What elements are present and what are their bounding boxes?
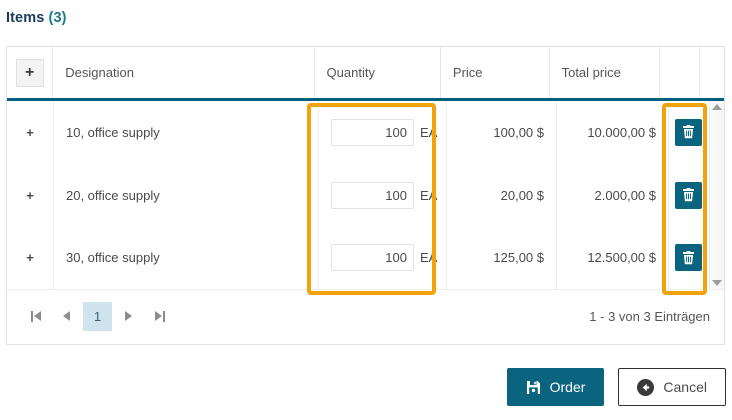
form-action-bar: Order Cancel [506, 368, 726, 406]
cancel-button[interactable]: Cancel [618, 368, 726, 406]
scroll-down-arrow-icon[interactable] [712, 280, 722, 286]
grid-rows-area: + 10, office supply EA 100,00 $ 10.000,0… [7, 101, 709, 290]
cancel-button-label: Cancel [663, 379, 707, 395]
last-page-icon [154, 310, 165, 322]
next-page-icon [125, 311, 132, 321]
row-price: 100,00 $ [447, 101, 557, 164]
quantity-field-group: EA [331, 244, 438, 272]
grid-header-designation[interactable]: Designation [53, 47, 315, 98]
grid-header-row: + Designation Quantity Price Total price [7, 47, 724, 101]
row-total-price: 10.000,00 $ [557, 101, 669, 164]
previous-page-button[interactable] [52, 302, 81, 331]
trash-icon [683, 188, 694, 202]
table-row[interactable]: + 20, office supply EA 20,00 $ 2.000,00 … [7, 163, 709, 227]
row-actions-cell [669, 226, 709, 289]
row-actions-cell [669, 164, 709, 227]
row-total-price: 2.000,00 $ [557, 163, 669, 227]
quantity-input[interactable] [331, 244, 414, 272]
previous-page-icon [63, 311, 70, 321]
grid-header-price[interactable]: Price [441, 47, 550, 98]
trash-icon [683, 125, 694, 139]
page-title-text: Items [6, 10, 45, 26]
next-page-button[interactable] [114, 302, 143, 331]
row-designation: 30, office supply [54, 226, 319, 290]
row-expand-toggle[interactable]: + [7, 101, 54, 164]
grid-header-actions [660, 47, 700, 98]
pagination-info: 1 - 3 von 3 Einträgen [589, 308, 710, 324]
grid-header-quantity[interactable]: Quantity [315, 47, 441, 98]
order-button[interactable]: Order [506, 368, 605, 406]
row-quantity-cell: EA [319, 101, 447, 164]
page-title-count: (3) [48, 10, 67, 26]
grid-header-scrollbar-spacer [700, 47, 724, 98]
first-page-icon [30, 310, 41, 322]
first-page-button[interactable] [21, 302, 50, 331]
row-designation: 20, office supply [54, 163, 319, 227]
grid-header-expand-cell: + [7, 47, 54, 98]
scroll-up-arrow-icon[interactable] [712, 104, 722, 110]
save-icon [526, 380, 540, 394]
delete-row-button[interactable] [675, 118, 702, 146]
quantity-unit-label: EA [420, 187, 438, 203]
last-page-button[interactable] [145, 302, 174, 331]
page-number-1[interactable]: 1 [83, 301, 112, 331]
grid-vertical-scrollbar[interactable] [709, 101, 724, 289]
quantity-input[interactable] [331, 181, 414, 209]
quantity-unit-label: EA [420, 250, 438, 266]
page-title: Items (3) [6, 10, 67, 26]
back-arrow-icon [637, 378, 655, 396]
quantity-input[interactable] [331, 118, 414, 146]
grid-header-total-price[interactable]: Total price [550, 47, 661, 98]
row-quantity-cell: EA [319, 163, 447, 227]
delete-row-button[interactable] [675, 181, 702, 209]
row-price: 20,00 $ [447, 163, 557, 227]
grid-footer: 1 1 - 3 von 3 Einträgen [7, 289, 724, 342]
expand-all-button[interactable]: + [15, 58, 44, 87]
row-quantity-cell: EA [319, 226, 447, 290]
grid-body: + 10, office supply EA 100,00 $ 10.000,0… [7, 101, 724, 290]
quantity-field-group: EA [331, 181, 438, 209]
delete-row-button[interactable] [675, 244, 702, 272]
quantity-unit-label: EA [420, 124, 438, 140]
quantity-field-group: EA [331, 118, 438, 146]
row-price: 125,00 $ [447, 226, 557, 290]
table-row[interactable]: + 30, office supply EA 125,00 $ 12.500,0… [7, 226, 709, 290]
pagination-control: 1 [21, 301, 174, 331]
row-expand-toggle[interactable]: + [7, 163, 54, 227]
row-designation: 10, office supply [54, 101, 319, 164]
row-actions-cell [669, 101, 709, 164]
trash-icon [683, 250, 694, 264]
order-button-label: Order [549, 379, 586, 395]
row-total-price: 12.500,00 $ [557, 226, 669, 290]
items-grid-panel: + Designation Quantity Price Total price… [6, 46, 725, 345]
table-row[interactable]: + 10, office supply EA 100,00 $ 10.000,0… [7, 101, 709, 164]
row-expand-toggle[interactable]: + [7, 226, 54, 290]
